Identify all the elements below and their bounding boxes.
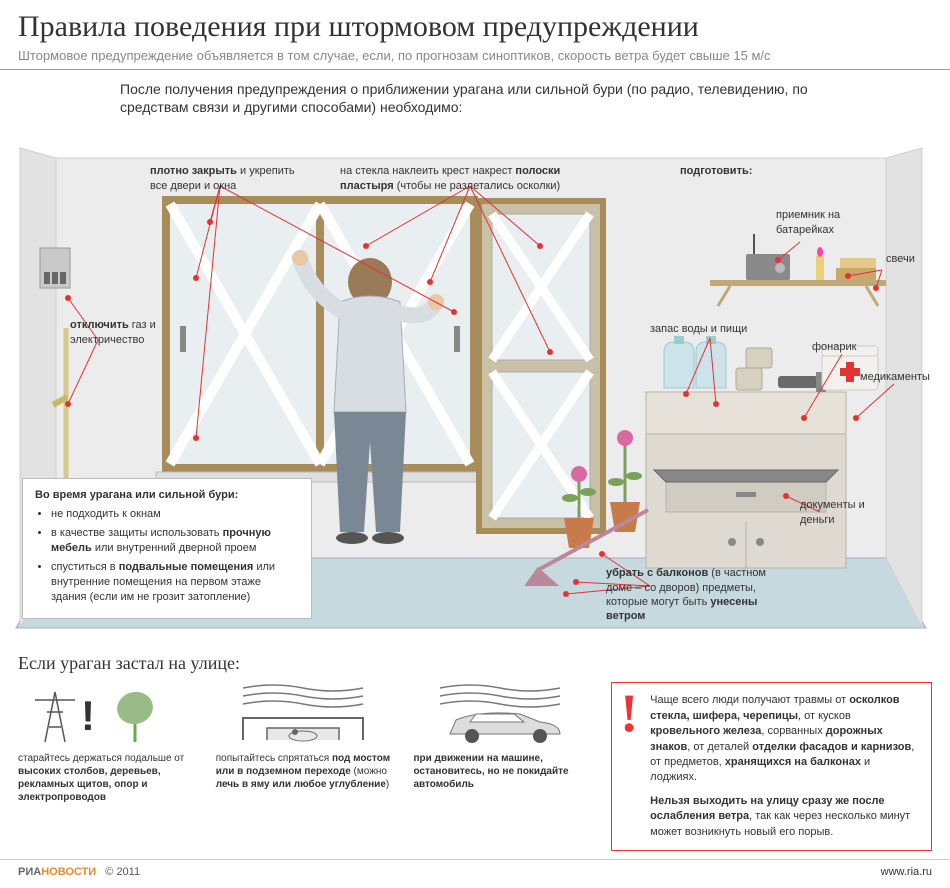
outside-item-bridge: попытайтесь спрятаться под мостом или в …	[216, 682, 400, 851]
during-title: Во время урагана или сильной бури:	[35, 489, 299, 501]
outside-text: старайтесь держаться подальше от высоких…	[18, 752, 202, 804]
outside-item-poles: ! старайтесь держаться подальше от высок…	[18, 682, 202, 851]
outside-text: попытайтесь спрятаться под мостом или в …	[216, 752, 400, 791]
callout-gas: отключить газ и электричество	[70, 318, 170, 347]
during-item: не подходить к окнам	[51, 507, 299, 522]
callout-close-windows: плотно закрыть и укрепить все двери и ок…	[150, 164, 300, 193]
callout-docs: документы и деньги	[800, 498, 880, 527]
callout-tape-glass: на стекла наклеить крест накрест полоски…	[340, 164, 590, 193]
callout-candles: свечи	[886, 252, 936, 266]
callout-prepare: подготовить:	[680, 164, 780, 178]
during-item: спуститься в подвальные помещения или вн…	[51, 560, 299, 605]
header: Правила поведения при штормовом предупре…	[0, 0, 950, 70]
page-title: Правила поведения при штормовом предупре…	[18, 10, 932, 44]
svg-text:!: !	[81, 692, 95, 739]
intro-text: После получения предупреждения о приближ…	[0, 70, 950, 122]
during-list: не подходить к окнам в качестве защиты и…	[35, 507, 299, 604]
callout-flashlight: фонарик	[812, 340, 882, 354]
exclamation-icon: !	[620, 689, 638, 738]
callout-food: запас воды и пищи	[650, 322, 770, 336]
during-item: в качестве защиты использовать прочную м…	[51, 526, 299, 556]
room-scene: плотно закрыть и укрепить все двери и ок…	[10, 122, 940, 647]
callout-balcony: убрать с балконов (в частном доме – со д…	[606, 566, 776, 623]
url: www.ria.ru	[881, 866, 932, 878]
outside-title: Если ураган застал на улице:	[18, 653, 932, 674]
poles-icon: !	[25, 682, 195, 746]
callout-meds: медикаменты	[860, 370, 940, 384]
callout-radio: приемник на батарейках	[776, 208, 856, 237]
outside-item-car: при движении на машине, остановитесь, но…	[413, 682, 597, 851]
logo: РИАНОВОСТИ © 2011	[18, 866, 140, 878]
outside-section: Если ураган застал на улице: ! старайтес…	[0, 647, 950, 851]
warning-box: ! Чаще всего люди получают травмы от оск…	[611, 682, 932, 851]
outside-text: при движении на машине, остановитесь, но…	[413, 752, 597, 791]
footer: РИАНОВОСТИ © 2011 www.ria.ru	[0, 859, 950, 888]
warning-p1: Чаще всего люди получают травмы от оскол…	[650, 693, 919, 785]
page-subtitle: Штормовое предупреждение объявляется в т…	[18, 48, 932, 63]
bridge-icon	[223, 682, 393, 746]
infographic-root: Правила поведения при штормовом предупре…	[0, 0, 950, 888]
car-icon	[420, 682, 590, 746]
during-storm-box: Во время урагана или сильной бури: не по…	[22, 478, 312, 619]
